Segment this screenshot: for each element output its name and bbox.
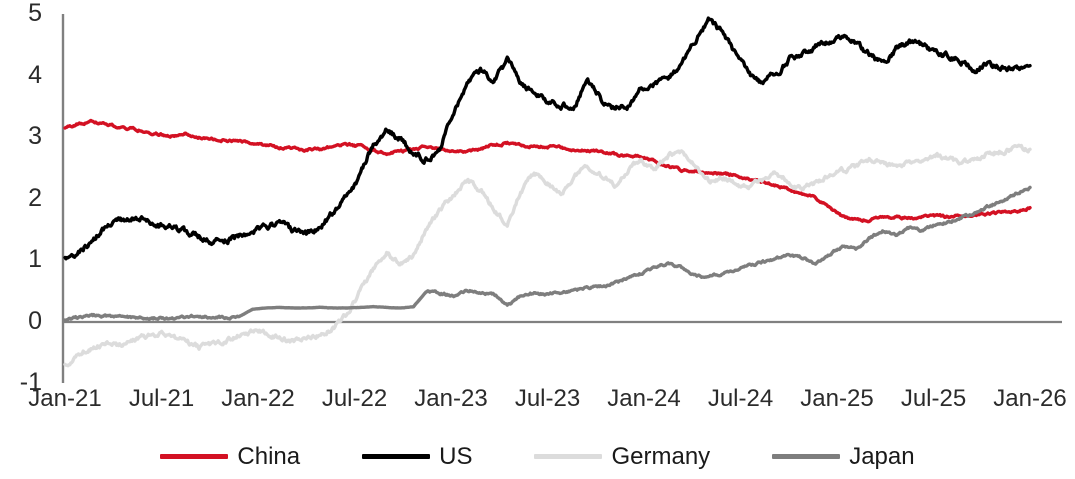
legend-item-us[interactable]: US <box>362 442 473 470</box>
series-line-germany <box>63 143 1032 368</box>
x-axis-tick-jul-25: Jul-25 <box>900 385 967 412</box>
legend-swatch-china-icon <box>160 454 229 459</box>
legend-item-china[interactable]: China <box>160 442 301 470</box>
x-axis-tick-jan-21: Jan-21 <box>28 385 102 412</box>
legend-label-japan: Japan <box>849 442 915 470</box>
y-axis-tick-neg1: -1 <box>19 368 42 396</box>
legend-item-japan[interactable]: Japan <box>772 442 915 470</box>
legend-swatch-japan-icon <box>772 454 841 459</box>
legend-swatch-us-icon <box>362 454 431 459</box>
series-line-japan <box>63 185 1032 323</box>
legend-label-china: China <box>237 442 301 470</box>
x-axis-tick-jul-21: Jul-21 <box>128 385 195 412</box>
axes-group <box>61 14 1062 383</box>
y-axis-tick-0: 0 <box>28 306 42 335</box>
x-axis-tick-jul-24: Jul-24 <box>707 385 774 412</box>
legend-label-us: US <box>439 442 473 470</box>
data-series-group <box>63 16 1032 368</box>
y-axis-tick-4: 4 <box>28 60 42 89</box>
y-axis-tick-5: 5 <box>28 0 42 27</box>
y-axis-tick-2: 2 <box>28 183 42 212</box>
series-line-us <box>63 16 1032 261</box>
legend-item-germany[interactable]: Germany <box>534 442 711 470</box>
x-axis-tick-jan-22: Jan-22 <box>221 385 295 412</box>
legend-label-germany: Germany <box>611 442 711 470</box>
series-line-china <box>63 118 1032 224</box>
x-axis-tick-jan-23: Jan-23 <box>414 385 488 412</box>
chart-legend: China US Germany Japan <box>0 434 1075 479</box>
y-axis-tick-3: 3 <box>28 122 42 150</box>
x-axis-tick-jan-26: Jan-26 <box>993 385 1067 412</box>
legend-swatch-germany-icon <box>534 454 603 459</box>
x-axis-tick-jul-23: Jul-23 <box>514 385 581 412</box>
y-axis-tick-1: 1 <box>28 245 42 273</box>
x-axis-tick-jan-24: Jan-24 <box>607 385 681 412</box>
x-axis-tick-jan-25: Jan-25 <box>800 385 874 412</box>
x-axis-tick-jul-22: Jul-22 <box>321 385 388 412</box>
